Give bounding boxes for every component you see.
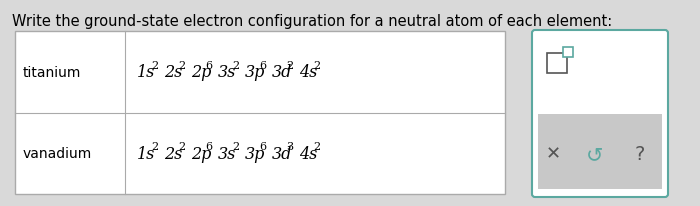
Text: 1s: 1s [137,64,155,81]
Text: 3s: 3s [218,145,237,162]
Text: titanium: titanium [23,66,81,79]
Text: 6: 6 [259,60,266,70]
Text: 2: 2 [151,142,158,152]
Text: 2: 2 [313,142,320,152]
Bar [538,114,662,189]
Text: 3: 3 [286,142,293,152]
Text: 4s: 4s [299,145,317,162]
Text: 1s: 1s [137,145,155,162]
Text: 4s: 4s [299,64,317,81]
Text: 3s: 3s [218,64,237,81]
Text: 3d: 3d [272,64,293,81]
Bar [547,54,567,74]
Text: 3p: 3p [245,145,265,162]
Text: 2: 2 [286,60,293,70]
Text: ↺: ↺ [587,144,603,164]
Text: Write the ground-state electron configuration for a neutral atom of each element: Write the ground-state electron configur… [12,14,612,29]
Text: 6: 6 [205,60,212,70]
Bar [563,48,573,58]
Text: 2: 2 [232,60,239,70]
Text: 2: 2 [178,60,185,70]
Text: 6: 6 [259,142,266,152]
Text: 2s: 2s [164,64,183,81]
Text: 2s: 2s [164,145,183,162]
Text: 2p: 2p [191,64,211,81]
Text: ✕: ✕ [545,145,561,163]
Text: 3p: 3p [245,64,265,81]
Text: 2: 2 [151,60,158,70]
Bar [15,32,505,194]
Text: ?: ? [635,145,645,163]
Text: 2p: 2p [191,145,211,162]
Text: 2: 2 [313,60,320,70]
Text: 6: 6 [205,142,212,152]
Text: vanadium: vanadium [23,146,92,160]
Text: 2: 2 [178,142,185,152]
Text: 3d: 3d [272,145,293,162]
FancyBboxPatch shape [532,31,668,197]
Text: 2: 2 [232,142,239,152]
